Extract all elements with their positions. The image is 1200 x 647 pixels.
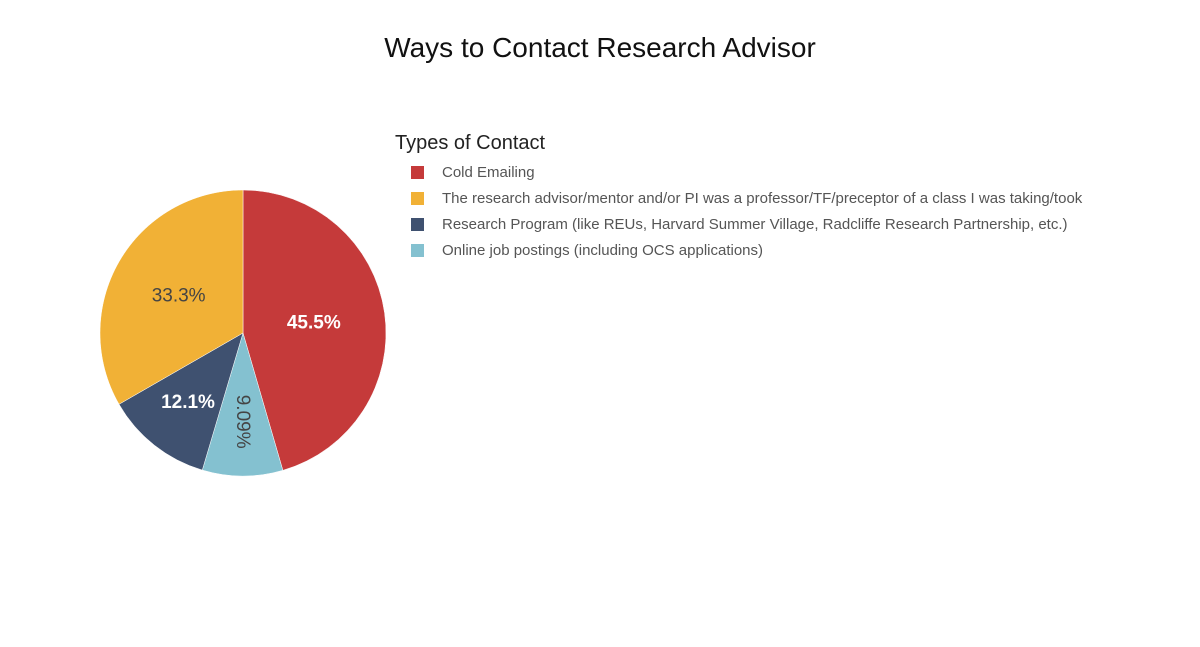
legend-item: Online job postings (including OCS appli…	[395, 237, 1082, 263]
slice-label: 33.3%	[152, 285, 206, 306]
legend-item: The research advisor/mentor and/or PI wa…	[395, 185, 1082, 211]
legend-label: The research advisor/mentor and/or PI wa…	[442, 189, 1083, 207]
legend-title: Types of Contact	[395, 132, 546, 154]
legend: Types of Contact Cold Emailing The resear…	[395, 132, 1082, 263]
pie-slice	[99, 189, 244, 405]
chart-title: Ways to Contact Research Advisor	[384, 32, 816, 63]
legend-swatch	[411, 243, 424, 257]
legend-swatch	[411, 165, 424, 179]
legend-label: Online job postings (including OCS appli…	[442, 241, 764, 259]
pie-slice	[201, 332, 284, 477]
legend-item: Cold Emailing	[395, 159, 1082, 185]
legend-label: Research Program (like REUs, Harvard Sum…	[442, 215, 1068, 233]
slice-label: 45.5%	[287, 312, 341, 333]
legend-label: Cold Emailing	[442, 163, 535, 181]
pie-slice	[118, 332, 244, 471]
legend-swatch	[411, 217, 424, 231]
pie-slice	[242, 189, 387, 471]
slice-label: 9.09%	[232, 395, 253, 449]
legend-items: Cold Emailing The research advisor/mentor…	[395, 159, 1082, 263]
slice-label: 12.1%	[161, 392, 215, 413]
legend-swatch	[411, 191, 424, 205]
legend-item: Research Program (like REUs, Harvard Sum…	[395, 211, 1082, 237]
